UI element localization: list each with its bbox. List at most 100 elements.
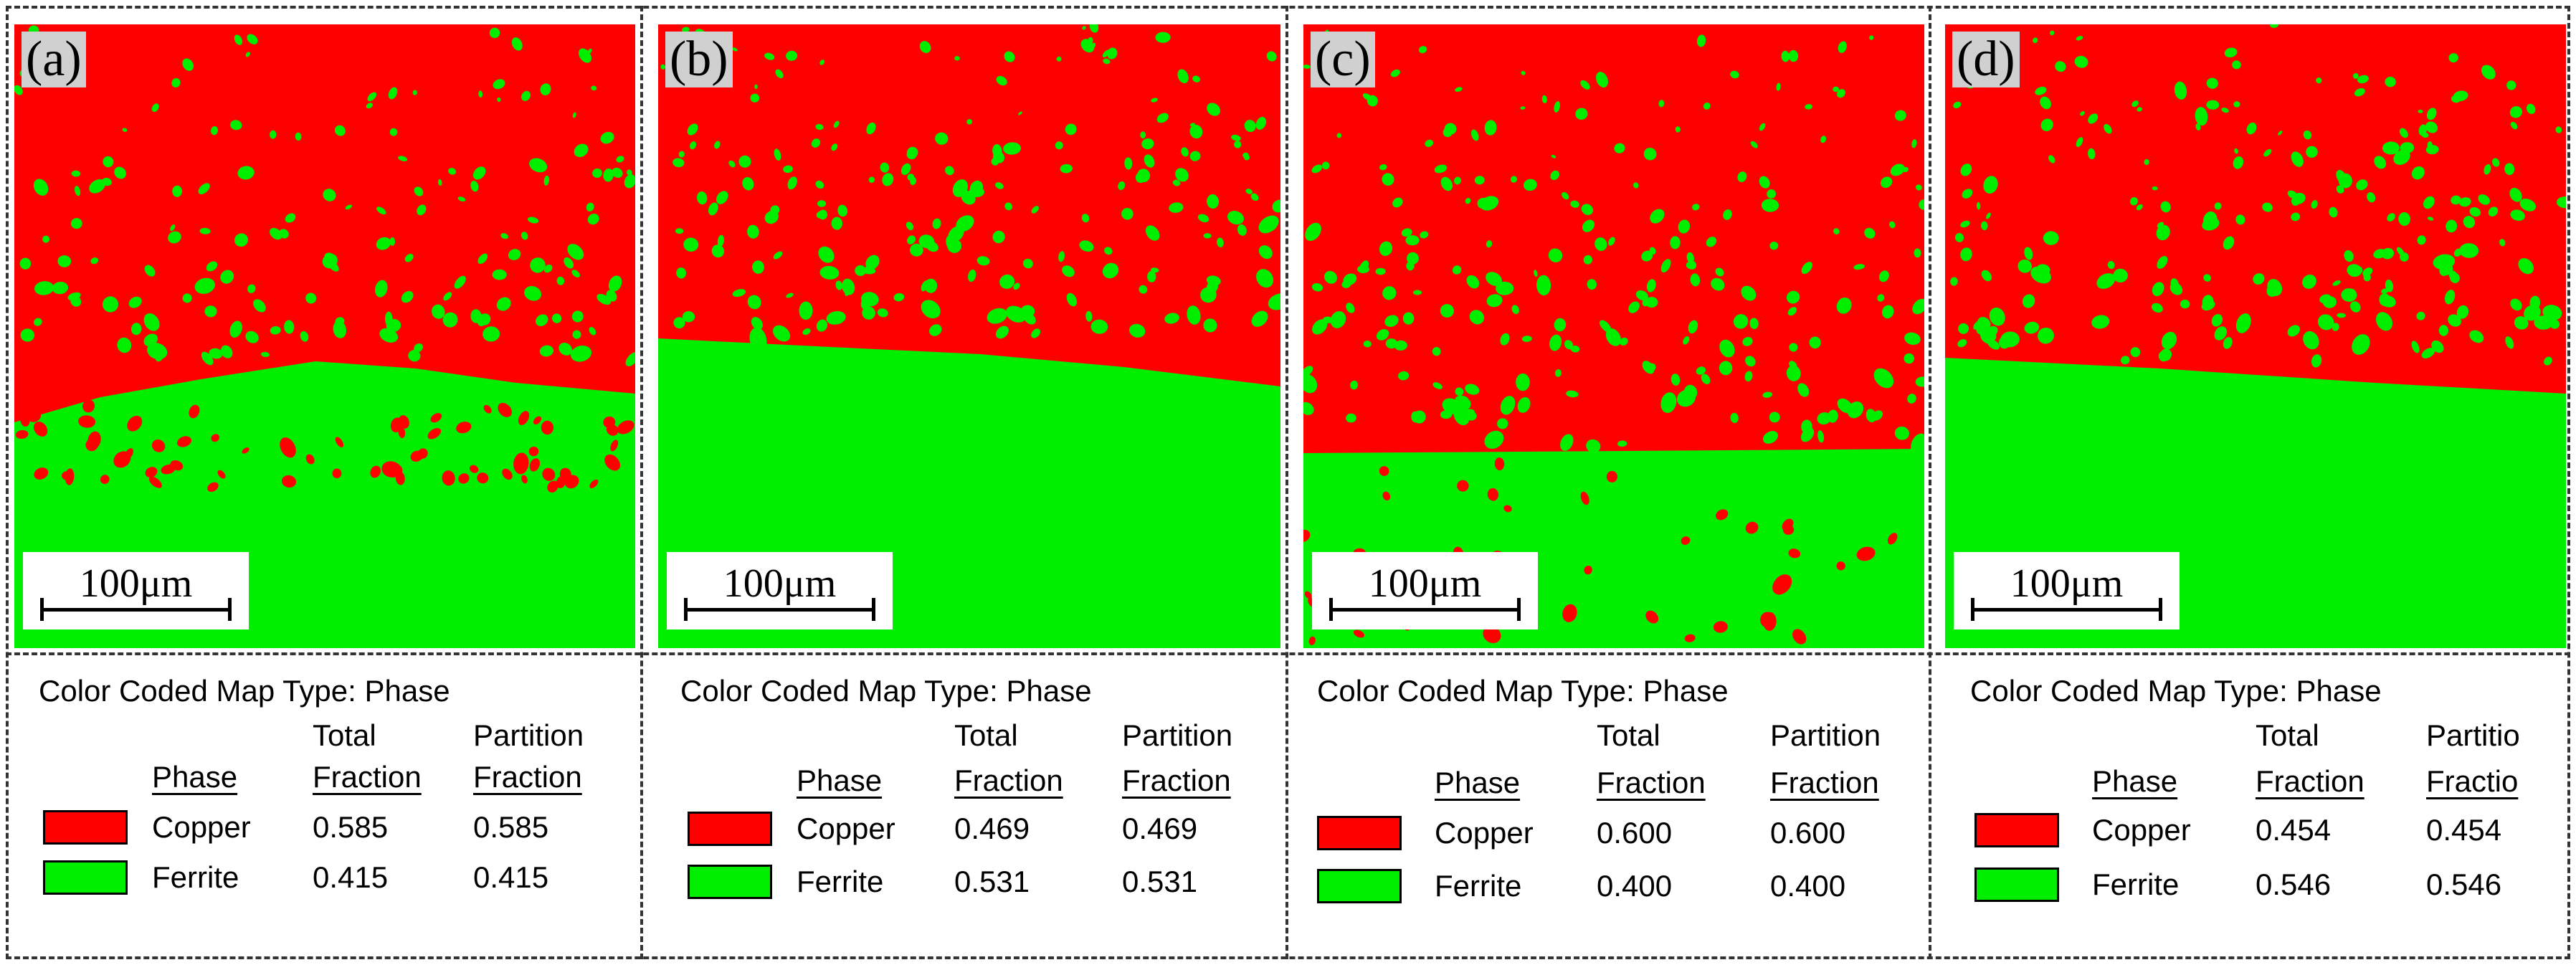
ferrite-particle (1102, 262, 1119, 279)
ferrite-particle (1003, 142, 1021, 155)
ferrite-particle (2379, 293, 2391, 306)
ferrite-particle (2152, 186, 2158, 191)
ferrite-particle (247, 34, 258, 44)
ferrite-particle (389, 128, 398, 136)
ferrite-particle (900, 163, 911, 176)
ferrite-particle (589, 327, 597, 336)
ferrite-particle (1517, 396, 1531, 413)
ferrite-particle (1658, 100, 1665, 108)
ferrite-particle (2035, 86, 2047, 95)
panel-label-b: (b) (665, 32, 733, 87)
ferrite-particle (935, 132, 949, 145)
ferrite-particle (52, 281, 69, 295)
ferrite-particle (1013, 282, 1020, 290)
ferrite-particle (2291, 212, 2301, 222)
ferrite-particle (995, 182, 1004, 189)
header-partition-2: Fraction (473, 760, 582, 794)
copper-speck (370, 465, 381, 478)
ferrite-swatch (1974, 867, 2059, 902)
copper-speck (1681, 536, 1691, 545)
ferrite-particle (2152, 282, 2164, 297)
ferrite-particle (945, 166, 954, 176)
header-partition-2: Fraction (1770, 766, 1879, 799)
ferrite-particle (2157, 222, 2164, 228)
ferrite-particle (592, 168, 602, 179)
ferrite-particle (1605, 328, 1621, 346)
ferrite-particle (2080, 111, 2085, 116)
ferrite-particle (1594, 237, 1607, 252)
ferrite-particle (443, 292, 452, 301)
ferrite-particle (201, 351, 214, 366)
ferrite-particle (1330, 310, 1346, 328)
ferrite-particle (1719, 339, 1735, 358)
ferrite-particle (530, 257, 546, 273)
ferrite-particle (2024, 321, 2040, 334)
ferrite-particle (1169, 202, 1184, 213)
ferrite-particle (932, 218, 941, 229)
total-ferrite: 0.415 (313, 860, 389, 894)
ferrite-particle (751, 317, 763, 330)
ferrite-particle (1440, 176, 1453, 191)
ferrite-particle (524, 286, 542, 301)
ferrite-particle (210, 126, 219, 136)
copper-speck (27, 410, 42, 422)
copper-speck (151, 439, 166, 452)
ferrite-particle (1987, 331, 1997, 341)
ferrite-particle (673, 317, 685, 329)
phase-map-c: (c) 100μm (1303, 24, 1924, 648)
ferrite-particle (2195, 107, 2208, 126)
ferrite-particle (1305, 222, 1321, 242)
ferrite-particle (2337, 313, 2346, 318)
ferrite-particle (717, 234, 725, 247)
ferrite-particle (2463, 216, 2476, 229)
ferrite-particle (1953, 101, 1962, 109)
ferrite-particle (1104, 247, 1113, 255)
ferrite-particle (2266, 281, 2281, 297)
ferrite-particle (1192, 75, 1201, 82)
ferrite-particle (2223, 337, 2233, 349)
ferrite-particle (389, 237, 396, 246)
ferrite-particle (1141, 138, 1154, 150)
ferrite-particle (1250, 193, 1259, 201)
ferrite-particle (728, 160, 736, 168)
ferrite-particle (2354, 88, 2365, 97)
ferrite-particle (2159, 348, 2172, 361)
ferrite-particle (968, 269, 976, 282)
ferrite-particle (868, 176, 875, 184)
ferrite-particle (624, 174, 635, 189)
ferrite-particle (2096, 273, 2116, 289)
ferrite-particle (2319, 294, 2332, 304)
ferrite-particle (1696, 34, 1706, 47)
ferrite-particle (2469, 207, 2481, 217)
ferrite-particle (2504, 163, 2515, 176)
ferrite-particle (171, 77, 181, 88)
ferrite-particle (882, 173, 894, 186)
ferrite-particle (2398, 212, 2410, 226)
ferrite-particle (559, 342, 573, 356)
copper-speck (528, 446, 539, 457)
ferrite-particle (678, 151, 685, 158)
phase-copper: Copper (1435, 816, 1534, 850)
ferrite-particle (711, 244, 725, 258)
ferrite-particle (738, 155, 751, 168)
ferrite-particle (1890, 163, 1905, 176)
copper-speck (1457, 480, 1469, 492)
ferrite-particle (2440, 262, 2453, 275)
ferrite-particle (2235, 313, 2251, 333)
ferrite-particle (477, 315, 487, 326)
ferrite-particle (682, 310, 695, 323)
ferrite-particle (432, 304, 445, 319)
total-copper: 0.585 (313, 810, 389, 844)
total-copper: 0.469 (954, 812, 1030, 845)
ferrite-particle (1066, 293, 1078, 307)
ferrite-particle (151, 103, 159, 113)
header-phase: Phase (2092, 764, 2178, 798)
copper-speck (564, 475, 579, 489)
ferrite-particle (1759, 176, 1770, 189)
copper-speck (477, 472, 489, 484)
ferrite-particle (1781, 50, 1790, 62)
ferrite-particle (1181, 147, 1189, 157)
ferrite-particle (587, 213, 599, 225)
ferrite-particle (1737, 171, 1747, 182)
ferrite-particle (2055, 61, 2066, 72)
